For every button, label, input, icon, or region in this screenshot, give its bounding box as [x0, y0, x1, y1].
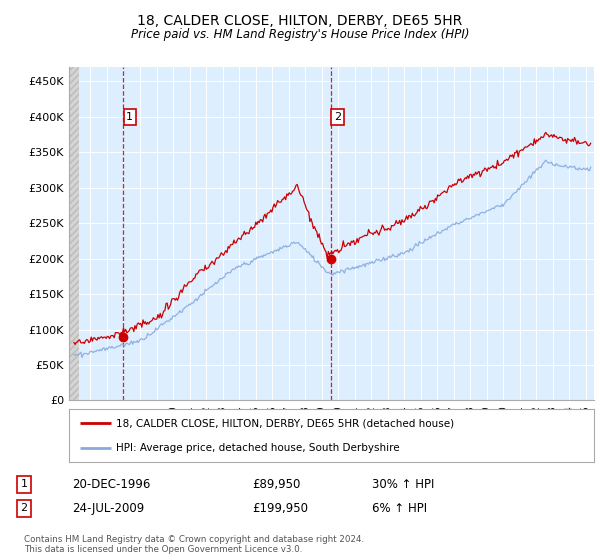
- Text: £89,950: £89,950: [252, 478, 301, 491]
- Text: 1: 1: [126, 112, 133, 122]
- Text: 20-DEC-1996: 20-DEC-1996: [72, 478, 151, 491]
- Text: 18, CALDER CLOSE, HILTON, DERBY, DE65 5HR: 18, CALDER CLOSE, HILTON, DERBY, DE65 5H…: [137, 14, 463, 28]
- Text: Contains HM Land Registry data © Crown copyright and database right 2024.
This d: Contains HM Land Registry data © Crown c…: [24, 535, 364, 554]
- Text: HPI: Average price, detached house, South Derbyshire: HPI: Average price, detached house, Sout…: [116, 442, 400, 452]
- Text: 2: 2: [20, 503, 28, 514]
- Text: 2: 2: [334, 112, 341, 122]
- Text: 18, CALDER CLOSE, HILTON, DERBY, DE65 5HR (detached house): 18, CALDER CLOSE, HILTON, DERBY, DE65 5H…: [116, 418, 454, 428]
- Text: 30% ↑ HPI: 30% ↑ HPI: [372, 478, 434, 491]
- Text: 1: 1: [20, 479, 28, 489]
- Text: Price paid vs. HM Land Registry's House Price Index (HPI): Price paid vs. HM Land Registry's House …: [131, 28, 469, 41]
- Text: £199,950: £199,950: [252, 502, 308, 515]
- Text: 6% ↑ HPI: 6% ↑ HPI: [372, 502, 427, 515]
- Text: 24-JUL-2009: 24-JUL-2009: [72, 502, 144, 515]
- Bar: [69, 67, 79, 400]
